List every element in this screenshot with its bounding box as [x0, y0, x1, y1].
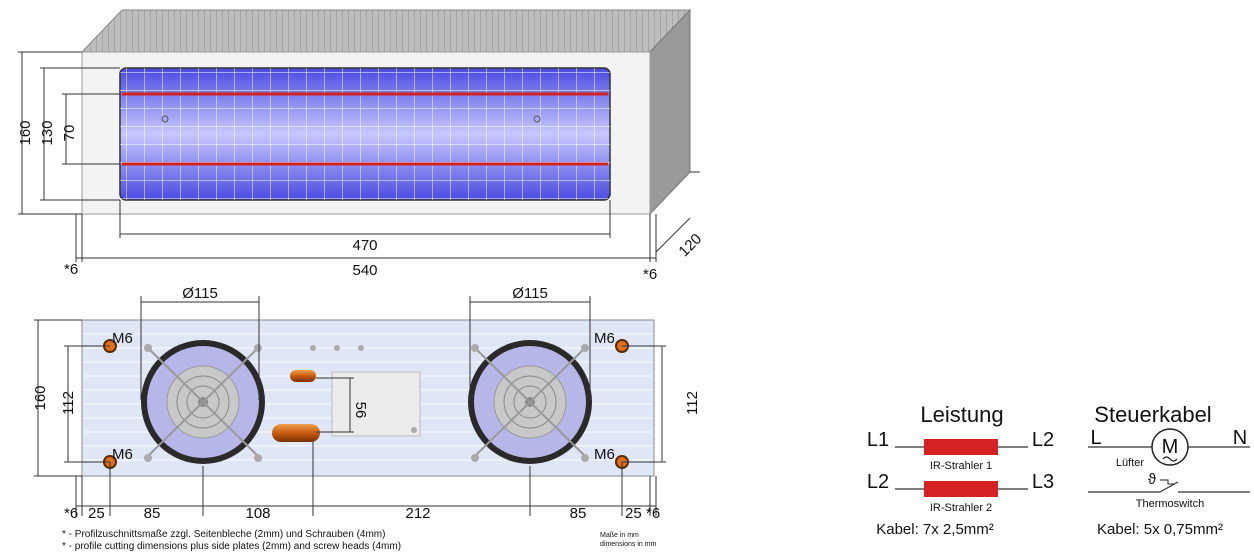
dim-front-height-inner: 130 [39, 120, 56, 145]
control-title: Steuerkabel [1094, 402, 1211, 427]
power-title: Leistung [920, 402, 1003, 427]
dim-bottom-height-total: 160 [32, 385, 49, 410]
thermo-symbol: ϑ [1148, 471, 1157, 488]
power-row2-left: L2 [867, 471, 889, 493]
front-view: 160 130 70 470 540 *6 *6 120 [17, 8, 705, 283]
control-right: N [1233, 427, 1247, 449]
dim-fan-diameter-left: Ø115 [182, 285, 218, 302]
dim-bottom-1: 25 [88, 505, 105, 522]
fan-left [141, 340, 265, 464]
mount-holes [103, 339, 629, 469]
heater-2-symbol [924, 481, 998, 497]
dim-bottom-0: *6 [64, 505, 78, 522]
dim-bottom-4: 212 [405, 505, 430, 522]
wiring-control: Steuerkabel L M N Lüfter ϑ Thermoswitch … [1088, 402, 1250, 538]
cable-gland-1 [290, 370, 316, 382]
footnote-de: * - Profilzuschnittsmaße zzgl. Seitenble… [62, 529, 385, 540]
units-note-en: dimensions in mm [600, 541, 657, 548]
thread-label-bottom-right: M6 [594, 446, 615, 463]
thermoswitch-symbol [1160, 479, 1174, 485]
power-row1-right: L2 [1032, 429, 1054, 451]
dim-front-cut-left: *6 [64, 261, 78, 278]
dim-bottom-3: 108 [245, 505, 270, 522]
dim-front-cut-right: *6 [643, 266, 657, 283]
power-row1-left: L1 [867, 429, 889, 451]
dim-front-depth: 120 [675, 230, 705, 260]
power-cable: Kabel: 7x 2,5mm² [876, 521, 994, 538]
dim-front-width-total: 540 [352, 262, 377, 279]
terminal-plate [331, 371, 421, 437]
power-row2-label: IR-Strahler 2 [930, 502, 992, 514]
motor-letter: M [1162, 436, 1179, 458]
thread-label-bottom-left: M6 [112, 446, 133, 463]
wiring-power: Leistung L1 L2 IR-Strahler 1 L2 L3 IR-St… [867, 402, 1054, 538]
power-row1-label: IR-Strahler 1 [930, 460, 992, 472]
dim-front-height-total: 160 [17, 120, 34, 145]
thread-label-top-left: M6 [112, 330, 133, 347]
dim-bottom-hole-spacing-right: 112 [684, 391, 701, 415]
power-row2-right: L3 [1032, 471, 1054, 493]
dim-fan-diameter-right: Ø115 [512, 285, 548, 302]
control-left: L [1090, 427, 1101, 449]
heatsink-top [80, 9, 692, 53]
dim-bottom-6: 25 [625, 505, 642, 522]
heater-1-symbol [924, 439, 998, 455]
dim-front-width-inner: 470 [352, 237, 377, 254]
fan-label: Lüfter [1116, 457, 1144, 469]
thread-label-top-right: M6 [594, 330, 615, 347]
control-cable: Kabel: 5x 0,75mm² [1097, 521, 1223, 538]
cable-gland-2 [272, 424, 320, 442]
dim-terminal-plate-height: 56 [352, 402, 369, 419]
dim-bottom-2: 85 [144, 505, 161, 522]
bottom-view: M6 M6 M6 M6 Ø115 Ø115 [32, 285, 701, 522]
fan-right [468, 340, 592, 464]
dim-bottom-5: 85 [570, 505, 587, 522]
thermo-label: Thermoswitch [1136, 498, 1204, 510]
footnote-en: * - profile cutting dimensions plus side… [62, 541, 401, 552]
dim-bottom-hole-spacing-left: 112 [60, 391, 77, 415]
dim-bottom-7: *6 [646, 505, 660, 522]
units-note-de: Maße in mm [600, 532, 639, 539]
dim-front-height-tube: 70 [61, 125, 78, 142]
